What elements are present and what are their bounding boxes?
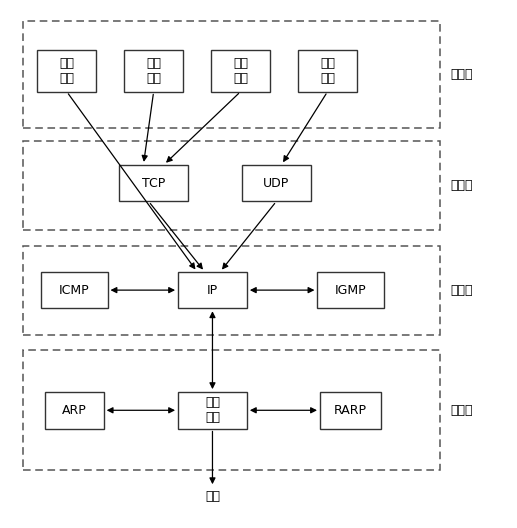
Text: RARP: RARP [334, 404, 367, 417]
FancyBboxPatch shape [298, 50, 357, 91]
FancyBboxPatch shape [178, 272, 247, 308]
Text: 用户
进程: 用户 进程 [146, 56, 161, 84]
Text: 用户
进程: 用户 进程 [59, 56, 74, 84]
FancyBboxPatch shape [317, 272, 384, 308]
FancyBboxPatch shape [45, 392, 104, 429]
FancyBboxPatch shape [124, 50, 183, 91]
Text: 硬件
接口: 硬件 接口 [205, 397, 220, 425]
Text: 用户
进程: 用户 进程 [320, 56, 335, 84]
Text: IP: IP [207, 284, 218, 297]
Text: 应用层: 应用层 [450, 68, 473, 81]
Text: UDP: UDP [263, 176, 290, 190]
Text: 链路层: 链路层 [450, 404, 473, 417]
Text: ARP: ARP [62, 404, 87, 417]
Text: 运输层: 运输层 [450, 179, 473, 192]
Text: TCP: TCP [142, 176, 165, 190]
Text: ICMP: ICMP [59, 284, 89, 297]
FancyBboxPatch shape [41, 272, 108, 308]
FancyBboxPatch shape [211, 50, 270, 91]
FancyBboxPatch shape [178, 392, 247, 429]
FancyBboxPatch shape [119, 165, 188, 201]
Text: 用户
进程: 用户 进程 [233, 56, 248, 84]
Text: IGMP: IGMP [334, 284, 367, 297]
Text: 媒体: 媒体 [205, 490, 220, 503]
FancyBboxPatch shape [320, 392, 381, 429]
FancyBboxPatch shape [37, 50, 96, 91]
Text: 网络层: 网络层 [450, 284, 473, 297]
FancyBboxPatch shape [242, 165, 311, 201]
